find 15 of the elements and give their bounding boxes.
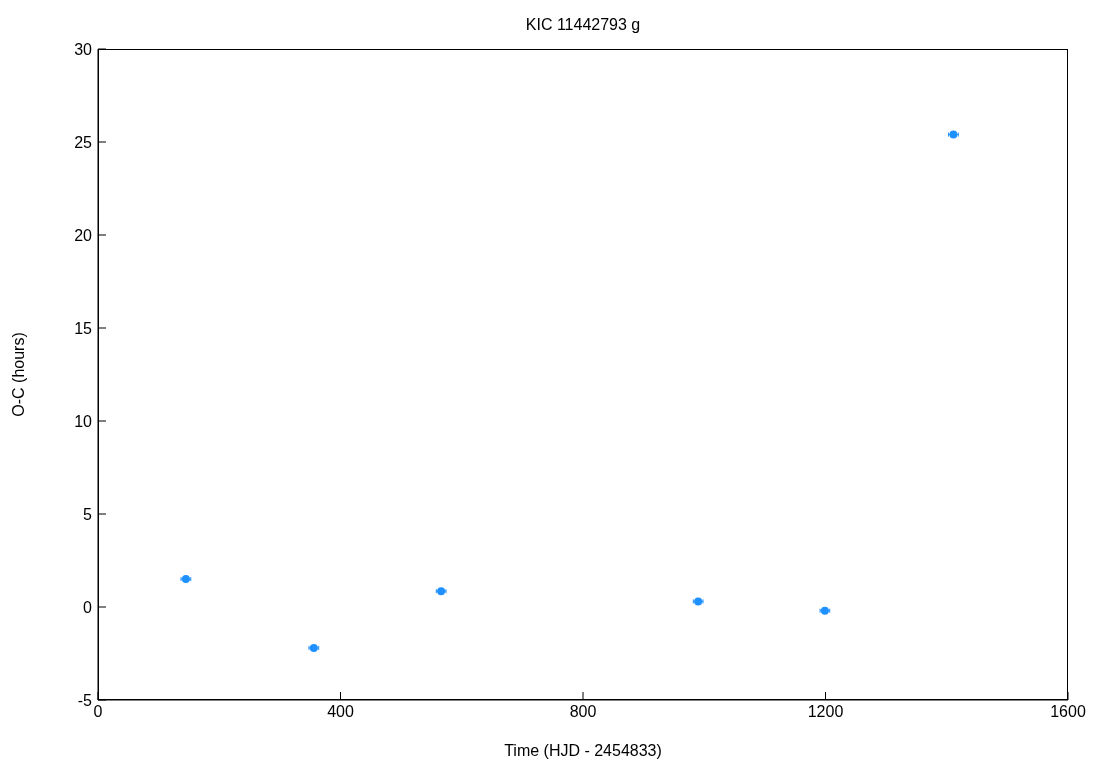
- y-tick-label: 0: [83, 598, 93, 616]
- y-tick-label: 30: [74, 40, 93, 58]
- y-tick-label: 5: [83, 505, 93, 523]
- x-tick-label: 1600: [1050, 703, 1086, 721]
- y-tick-label: 10: [74, 412, 93, 430]
- chart-title: KIC 11442793 g: [524, 16, 642, 34]
- y-tick-label: -5: [77, 691, 93, 709]
- x-axis-title: Time (HJD - 2454833): [504, 742, 662, 759]
- y-tick-label: 15: [74, 319, 93, 337]
- x-tick-label: 800: [569, 703, 597, 721]
- y-axis-title: O-C (hours): [9, 332, 27, 417]
- x-tick-label: 1200: [807, 703, 844, 721]
- x-tick-label: 400: [327, 703, 354, 721]
- y-tick-label: 20: [74, 226, 93, 244]
- y-tick-label: 25: [74, 133, 93, 151]
